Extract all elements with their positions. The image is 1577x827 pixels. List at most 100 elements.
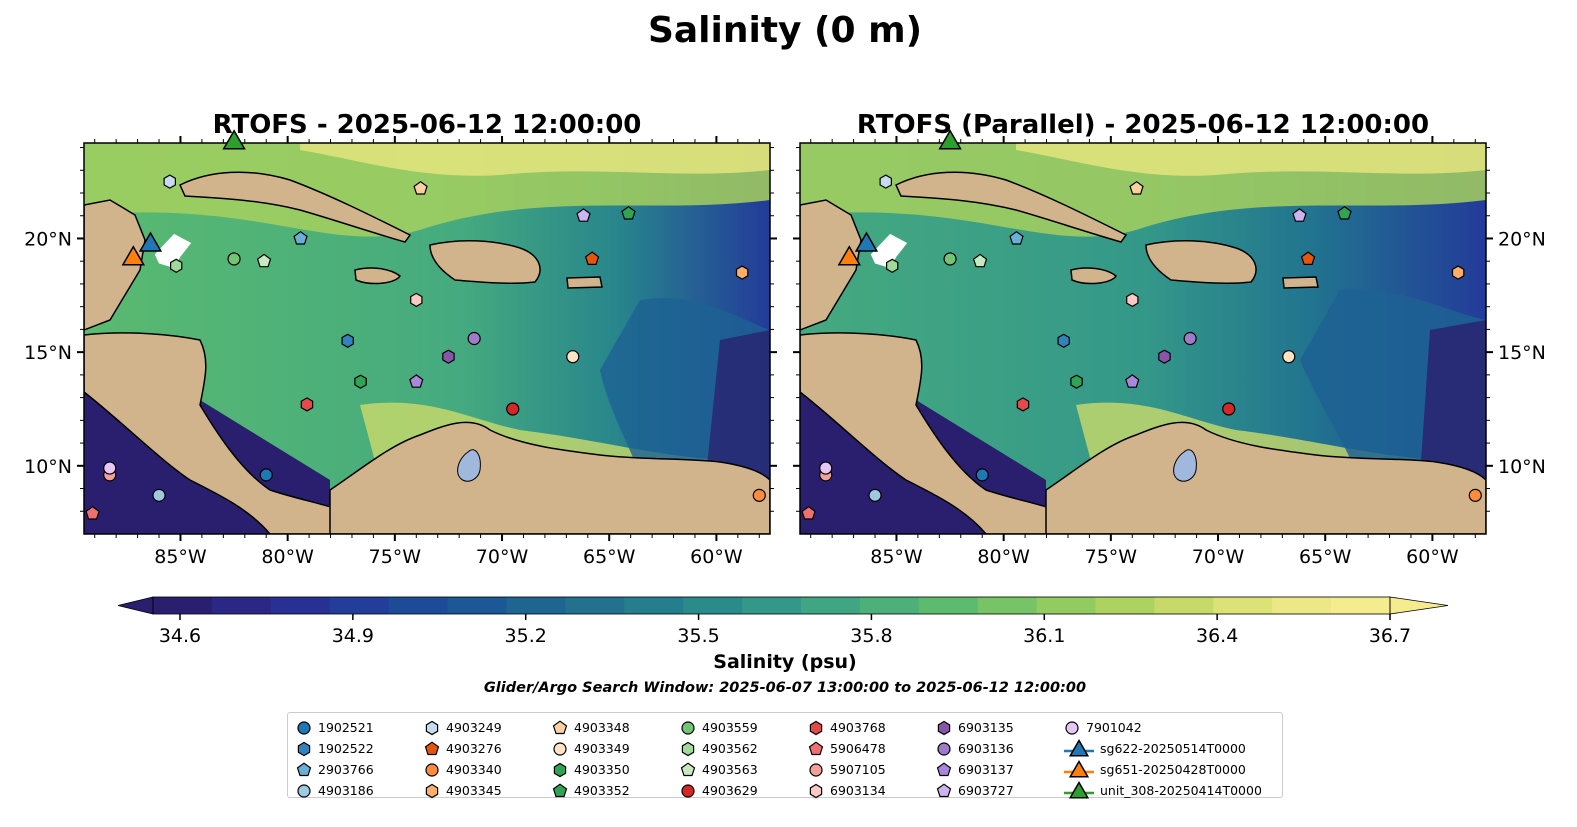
- observation-marker-1902521: [259, 468, 273, 482]
- circle-marker: [681, 720, 695, 735]
- pentagon-marker-icon: [424, 740, 440, 755]
- legend-item: 6903135: [936, 717, 1064, 738]
- lat-tick-label: 15°N: [1498, 342, 1546, 364]
- cuba-land: [179, 171, 412, 243]
- salinity-band-fresh-north: [1016, 143, 1486, 176]
- observation-marker-6903135: [1158, 349, 1171, 364]
- legend-item: 4903349: [552, 738, 680, 759]
- triangle-marker-icon: [1064, 759, 1094, 778]
- observation-marker-4903350: [354, 374, 367, 389]
- legend-item-label: 4903249: [446, 720, 502, 735]
- legend-item-label: 6903727: [958, 783, 1014, 798]
- hexagon-marker-icon: [809, 783, 823, 798]
- observation-marker-4903348: [1129, 180, 1144, 195]
- legend-item: 4903559: [680, 717, 808, 738]
- legend-item-label: 4903562: [702, 741, 758, 756]
- observation-marker-4903768: [1016, 397, 1030, 412]
- left-map-panel: [83, 129, 771, 535]
- colorbar-segment: [388, 597, 449, 614]
- legend-item-label: sg622-20250514T0000: [1100, 741, 1246, 756]
- legend-item: 4903348: [552, 717, 680, 738]
- legend-item: 4903186: [296, 780, 424, 801]
- salinity-colorbar: 34.6 34.9 35.2 35.5 35.8 36.1 36.4 36.7: [117, 596, 1449, 647]
- hexagon-marker: [681, 741, 695, 756]
- pentagon-marker-icon: [552, 782, 568, 797]
- legend-item-label: 5907105: [830, 762, 886, 777]
- lon-tick-label: 70°W: [476, 546, 529, 568]
- pentagon-marker-icon: [936, 782, 952, 797]
- circle-marker-icon: [937, 741, 951, 756]
- observation-marker-4903352: [621, 205, 636, 220]
- hexagon-marker-icon: [809, 720, 823, 735]
- lon-tick-label: 85°W: [870, 546, 923, 568]
- lon-tick-label: 85°W: [154, 546, 207, 568]
- legend-item: 5906478: [808, 738, 936, 759]
- triangle-marker-icon: [1064, 780, 1094, 799]
- colorbar-tick-label: 35.5: [677, 625, 719, 647]
- colorbar-tick-label: 35.2: [505, 625, 547, 647]
- lon-tick-label: 65°W: [583, 546, 636, 568]
- legend-item-label: 6903137: [958, 762, 1014, 777]
- pentagon-marker: [680, 761, 696, 776]
- central-america-land: [84, 332, 356, 534]
- observation-marker-4903276: [584, 251, 600, 265]
- observation-marker-unit_308-20250414T0000: [938, 129, 962, 150]
- colorbar-segment: [624, 597, 684, 614]
- figure-title: Salinity (0 m): [648, 10, 922, 51]
- hexagon-marker-icon: [553, 762, 567, 777]
- pentagon-marker: [808, 740, 824, 755]
- pentagon-marker: [296, 761, 312, 776]
- hispaniola-land: [1145, 239, 1257, 285]
- legend-item: unit_308-20250414T0000: [1064, 780, 1262, 801]
- salinity-band-fresh-north: [300, 143, 770, 176]
- colorbar-segment: [211, 597, 272, 614]
- pentagon-marker: [936, 761, 952, 776]
- legend-item: 4903249: [424, 717, 552, 738]
- observation-marker-4903562: [885, 258, 899, 273]
- observation-marker-4903249: [163, 174, 176, 189]
- legend-item: 7901042: [1064, 717, 1254, 738]
- legend-item: 4903768: [808, 717, 936, 738]
- cuba-land: [895, 171, 1128, 243]
- legend-item: 4903352: [552, 780, 680, 801]
- lake-maracaibo: [1173, 449, 1197, 482]
- lat-tick-label: 20°N: [1498, 228, 1546, 250]
- circle-marker-icon: [297, 783, 311, 798]
- observation-marker-4903345: [1451, 265, 1465, 280]
- legend-item-label: 7901042: [1086, 720, 1142, 735]
- yucatan-land: [800, 199, 862, 331]
- colorbar-tick-label: 36.7: [1369, 625, 1411, 647]
- legend-item-label: 4903349: [574, 741, 630, 756]
- hexagon-marker: [425, 783, 439, 798]
- legend-item-label: unit_308-20250414T0000: [1100, 783, 1262, 798]
- hexagon-marker-icon: [425, 783, 439, 798]
- legend-item-label: 1902521: [318, 720, 374, 735]
- legend-item-label: 4903340: [446, 762, 502, 777]
- observation-marker-4903345: [735, 265, 749, 280]
- legend-item-label: 4903563: [702, 762, 758, 777]
- lon-tick-label: 60°W: [690, 546, 743, 568]
- observation-marker-4903629: [1222, 402, 1236, 416]
- colorbar-segment: [918, 597, 979, 614]
- circle-marker-icon: [425, 762, 439, 777]
- circle-marker-icon: [681, 783, 695, 798]
- observation-marker-6903134: [1126, 292, 1139, 308]
- colorbar-segment: [447, 597, 507, 614]
- hexagon-marker: [297, 741, 311, 756]
- hexagon-marker: [809, 783, 823, 798]
- legend-item: 4903350: [552, 759, 680, 780]
- hexagon-marker-icon: [937, 720, 951, 735]
- observation-marker-6903137: [409, 374, 424, 388]
- observation-marker-4903276: [1300, 251, 1316, 265]
- legend-item-label: 2903766: [318, 762, 374, 777]
- colorbar-tick-label: 36.1: [1023, 625, 1065, 647]
- circle-marker: [425, 762, 439, 777]
- lon-tick-label: 80°W: [261, 546, 314, 568]
- legend-item-label: 4903345: [446, 783, 502, 798]
- colorbar-frame: [152, 596, 1391, 615]
- colorbar-tick-label: 36.4: [1196, 625, 1238, 647]
- right-panel-title: RTOFS (Parallel) - 2025-06-12 12:00:00: [857, 110, 1429, 140]
- pentagon-marker-icon: [808, 740, 824, 755]
- right-map-panel: [799, 129, 1487, 535]
- colorbar-segment: [1095, 597, 1155, 614]
